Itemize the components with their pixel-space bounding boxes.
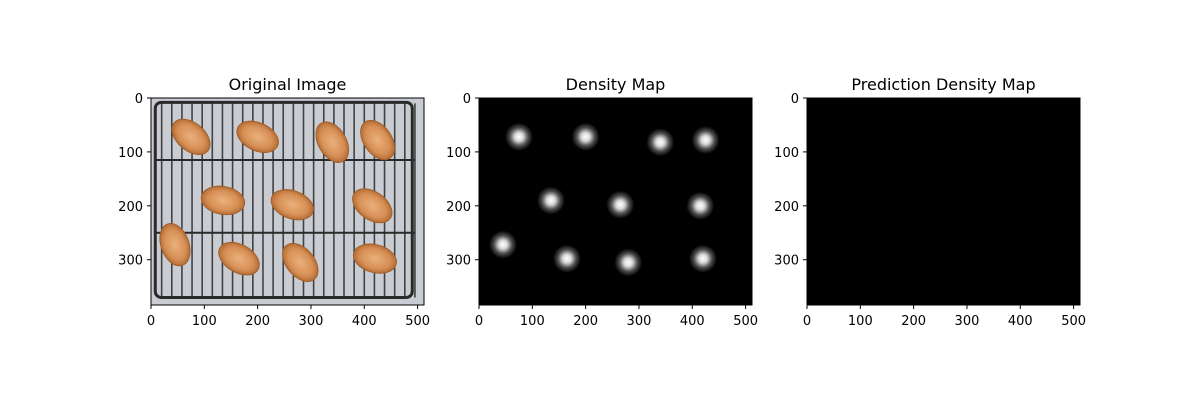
prediction-density-map-panel: 0 100 200 300 400 500 0 100 200 300 Prediction Den… xyxy=(774,75,1086,329)
density-blob xyxy=(536,186,565,215)
chicken-wing xyxy=(352,188,393,224)
x-tick-label: 400 xyxy=(352,314,377,329)
x-tick-label: 300 xyxy=(299,314,324,329)
x-tick-label: 400 xyxy=(680,314,705,329)
chicken-wing xyxy=(159,223,191,267)
y-tick-label: 200 xyxy=(446,200,471,215)
y-tick-label: 100 xyxy=(118,146,143,161)
y-tick-label: 300 xyxy=(446,254,471,269)
chicken-wing xyxy=(218,241,260,276)
y-tick-label: 200 xyxy=(774,200,799,215)
y-tick-label: 0 xyxy=(135,92,143,107)
density-blob xyxy=(691,126,720,155)
y-tick-label: 200 xyxy=(118,200,143,215)
x-tick-label: 0 xyxy=(147,314,155,329)
x-tick-label: 0 xyxy=(475,314,483,329)
x-tick-label: 300 xyxy=(627,314,652,329)
x-tick-label: 300 xyxy=(955,314,980,329)
heatmap-background xyxy=(807,98,1080,305)
x-tick-label: 400 xyxy=(1008,314,1033,329)
x-tick-label: 100 xyxy=(520,314,545,329)
x-tick-label: 100 xyxy=(192,314,217,329)
x-tick-label: 200 xyxy=(573,314,598,329)
chart-title: Density Map xyxy=(566,75,666,94)
axes-frame xyxy=(150,97,425,306)
x-tick-label: 200 xyxy=(245,314,270,329)
y-tick-label: 300 xyxy=(118,254,143,269)
y-tick-label: 0 xyxy=(463,92,471,107)
chicken-wing xyxy=(282,242,319,282)
density-blob xyxy=(614,248,643,277)
density-blob xyxy=(688,244,717,273)
y-tick-label: 100 xyxy=(774,146,799,161)
density-blob xyxy=(646,128,675,157)
x-tick-label: 500 xyxy=(1061,314,1086,329)
x-tick-label: 100 xyxy=(848,314,873,329)
axes-frame xyxy=(478,97,753,306)
density-blob xyxy=(571,122,600,151)
density-blob xyxy=(552,244,581,273)
x-tick-label: 0 xyxy=(803,314,811,329)
plot-area xyxy=(479,98,752,305)
chart-title: Original Image xyxy=(229,75,347,94)
density-map-panel: 0 100 200 300 400 500 0 100 200 300 Density Map xyxy=(446,75,758,329)
y-tick-label: 300 xyxy=(774,254,799,269)
plot-area xyxy=(807,98,1080,305)
x-tick-label: 500 xyxy=(733,314,758,329)
chart-title: Prediction Density Map xyxy=(851,75,1035,94)
chicken-wing xyxy=(270,189,314,221)
axes-frame xyxy=(806,97,1081,306)
chicken-wing xyxy=(236,120,279,153)
chicken-wing xyxy=(315,121,350,163)
chicken-wing xyxy=(352,243,397,274)
density-blob xyxy=(606,190,635,219)
x-tick-label: 200 xyxy=(901,314,926,329)
y-tick-label: 100 xyxy=(446,146,471,161)
x-tick-label: 500 xyxy=(405,314,430,329)
original-image-panel: 0 100 200 300 400 500 0 100 200 300 Original Image xyxy=(118,75,430,329)
y-tick-label: 0 xyxy=(791,92,799,107)
chicken-wing xyxy=(171,118,211,155)
chicken-wing xyxy=(360,119,396,161)
plot-area xyxy=(151,98,424,305)
density-blob xyxy=(504,122,533,151)
density-blob xyxy=(686,191,715,220)
chicken-wing xyxy=(200,185,246,216)
density-blob xyxy=(488,230,517,259)
